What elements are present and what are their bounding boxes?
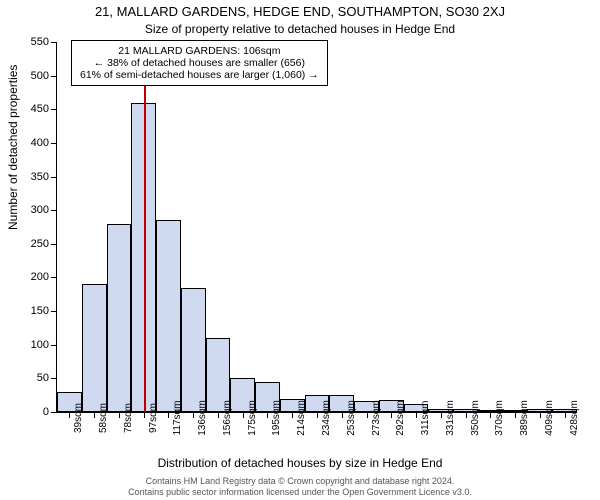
y-tick: [51, 277, 57, 278]
x-tick: [292, 412, 293, 418]
y-axis-label: Number of detached properties: [6, 65, 20, 230]
annotation-line-1: 21 MALLARD GARDENS: 106sqm: [80, 45, 319, 57]
x-tick-label: 409sqm: [544, 400, 555, 436]
x-tick: [267, 412, 268, 418]
y-tick-label: 300: [31, 204, 49, 216]
y-tick-label: 100: [31, 339, 49, 351]
histogram-bar: [181, 288, 206, 412]
x-tick: [317, 412, 318, 418]
chart-container: 21, MALLARD GARDENS, HEDGE END, SOUTHAMP…: [0, 0, 600, 500]
y-tick: [51, 109, 57, 110]
x-axis-label: Distribution of detached houses by size …: [0, 456, 600, 470]
y-tick: [51, 143, 57, 144]
x-tick-label: 350sqm: [470, 400, 481, 436]
y-tick: [51, 76, 57, 77]
y-tick-label: 450: [31, 103, 49, 115]
y-tick-label: 400: [31, 137, 49, 149]
y-tick: [51, 345, 57, 346]
x-tick-label: 234sqm: [321, 400, 332, 436]
annotation-line-2: ← 38% of detached houses are smaller (65…: [80, 57, 319, 69]
y-tick-label: 550: [31, 36, 49, 48]
annotation-box: 21 MALLARD GARDENS: 106sqm ← 38% of deta…: [71, 40, 328, 86]
x-tick-label: 117sqm: [172, 401, 183, 436]
x-tick: [466, 412, 467, 418]
y-tick-label: 500: [31, 70, 49, 82]
x-tick-label: 253sqm: [346, 400, 357, 436]
histogram-bar: [82, 284, 107, 412]
x-tick-label: 136sqm: [197, 400, 208, 436]
x-tick: [218, 412, 219, 418]
y-tick-label: 200: [31, 271, 49, 283]
x-tick-label: 428sqm: [569, 400, 580, 436]
x-tick: [540, 412, 541, 418]
annotation-line-3: 61% of semi-detached houses are larger (…: [80, 69, 319, 81]
y-tick: [51, 244, 57, 245]
x-tick: [193, 412, 194, 418]
x-tick: [243, 412, 244, 418]
y-tick: [51, 412, 57, 413]
x-tick: [416, 412, 417, 418]
y-tick-label: 50: [37, 372, 49, 384]
footer-attribution: Contains HM Land Registry data © Crown c…: [0, 476, 600, 497]
x-tick: [69, 412, 70, 418]
x-tick-label: 156sqm: [222, 400, 233, 436]
x-tick: [565, 412, 566, 418]
x-tick-label: 78sqm: [123, 403, 134, 433]
x-tick-label: 195sqm: [271, 400, 282, 436]
x-tick-label: 389sqm: [519, 400, 530, 436]
y-tick-label: 0: [43, 406, 49, 418]
x-tick-label: 273sqm: [371, 400, 382, 436]
x-tick: [144, 412, 145, 418]
y-tick: [51, 177, 57, 178]
x-tick-label: 370sqm: [494, 400, 505, 436]
x-tick: [391, 412, 392, 418]
x-tick: [515, 412, 516, 418]
plot-area: 21 MALLARD GARDENS: 106sqm ← 38% of deta…: [56, 42, 577, 413]
histogram-bar: [107, 224, 132, 412]
x-tick: [441, 412, 442, 418]
x-tick-label: 58sqm: [98, 403, 109, 433]
y-tick: [51, 378, 57, 379]
x-tick: [367, 412, 368, 418]
y-tick: [51, 311, 57, 312]
subject-marker-line: [144, 42, 146, 412]
x-tick-label: 292sqm: [395, 400, 406, 436]
x-tick-label: 214sqm: [296, 400, 307, 436]
x-tick-label: 39sqm: [73, 403, 84, 433]
footer-line-1: Contains HM Land Registry data © Crown c…: [0, 476, 600, 486]
y-tick-label: 250: [31, 238, 49, 250]
y-tick: [51, 210, 57, 211]
footer-line-2: Contains public sector information licen…: [0, 487, 600, 497]
y-tick: [51, 42, 57, 43]
x-tick: [119, 412, 120, 418]
x-tick-label: 97sqm: [148, 403, 159, 433]
x-tick-label: 175sqm: [247, 400, 258, 436]
x-tick: [168, 412, 169, 418]
x-tick-label: 331sqm: [445, 400, 456, 436]
x-tick: [490, 412, 491, 418]
histogram-bar: [156, 220, 181, 412]
y-tick-label: 350: [31, 171, 49, 183]
chart-subtitle: Size of property relative to detached ho…: [0, 22, 600, 36]
x-tick-label: 311sqm: [420, 401, 431, 436]
page-title: 21, MALLARD GARDENS, HEDGE END, SOUTHAMP…: [0, 4, 600, 19]
y-tick-label: 150: [31, 305, 49, 317]
x-tick: [342, 412, 343, 418]
x-tick: [94, 412, 95, 418]
